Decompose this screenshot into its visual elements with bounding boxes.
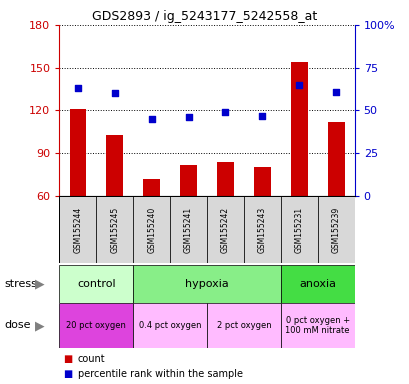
Text: ■: ■ bbox=[63, 369, 73, 379]
Bar bbox=[133, 303, 207, 348]
Bar bbox=[170, 196, 207, 263]
Point bbox=[222, 109, 228, 115]
Bar bbox=[207, 303, 280, 348]
Text: hypoxia: hypoxia bbox=[185, 279, 228, 289]
Bar bbox=[96, 196, 133, 263]
Bar bbox=[59, 303, 133, 348]
Bar bbox=[106, 135, 123, 196]
Bar bbox=[180, 164, 196, 196]
Text: GSM155242: GSM155242 bbox=[220, 206, 229, 253]
Text: 2 pct oxygen: 2 pct oxygen bbox=[216, 321, 271, 330]
Text: ▶: ▶ bbox=[35, 278, 45, 291]
Text: anoxia: anoxia bbox=[299, 279, 335, 289]
Text: GSM155240: GSM155240 bbox=[147, 206, 156, 253]
Text: GSM155231: GSM155231 bbox=[294, 206, 303, 253]
Bar bbox=[254, 167, 270, 196]
Text: GSM155244: GSM155244 bbox=[73, 206, 82, 253]
Text: GDS2893 / ig_5243177_5242558_at: GDS2893 / ig_5243177_5242558_at bbox=[92, 10, 317, 23]
Bar bbox=[133, 265, 280, 303]
Bar bbox=[207, 196, 243, 263]
Text: GSM155241: GSM155241 bbox=[184, 206, 193, 253]
Point bbox=[111, 90, 118, 96]
Bar bbox=[280, 265, 354, 303]
Bar bbox=[217, 162, 233, 196]
Point bbox=[185, 114, 191, 120]
Text: ▶: ▶ bbox=[35, 319, 45, 332]
Text: 0.4 pct oxygen: 0.4 pct oxygen bbox=[139, 321, 201, 330]
Bar bbox=[70, 109, 86, 196]
Bar bbox=[280, 303, 354, 348]
Point bbox=[74, 85, 81, 91]
Text: stress: stress bbox=[4, 279, 37, 289]
Point bbox=[295, 82, 302, 88]
Text: GSM155243: GSM155243 bbox=[257, 206, 266, 253]
Text: control: control bbox=[77, 279, 115, 289]
Bar bbox=[317, 196, 354, 263]
Bar bbox=[143, 179, 160, 196]
Text: ■: ■ bbox=[63, 354, 73, 364]
Bar bbox=[290, 62, 307, 196]
Bar bbox=[59, 265, 133, 303]
Point bbox=[332, 89, 339, 95]
Point bbox=[148, 116, 155, 122]
Text: dose: dose bbox=[4, 320, 31, 331]
Text: 20 pct oxygen: 20 pct oxygen bbox=[66, 321, 126, 330]
Bar bbox=[280, 196, 317, 263]
Bar bbox=[133, 196, 170, 263]
Text: GSM155245: GSM155245 bbox=[110, 206, 119, 253]
Bar bbox=[59, 196, 96, 263]
Text: GSM155239: GSM155239 bbox=[331, 206, 340, 253]
Point bbox=[258, 113, 265, 119]
Bar bbox=[243, 196, 280, 263]
Text: count: count bbox=[78, 354, 105, 364]
Text: percentile rank within the sample: percentile rank within the sample bbox=[78, 369, 242, 379]
Text: 0 pct oxygen +
100 mM nitrate: 0 pct oxygen + 100 mM nitrate bbox=[285, 316, 349, 335]
Bar bbox=[327, 122, 344, 196]
